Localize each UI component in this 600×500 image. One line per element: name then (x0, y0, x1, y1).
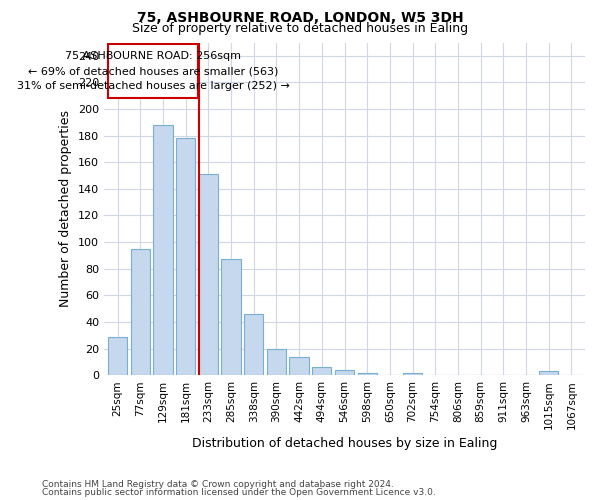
Text: 75, ASHBOURNE ROAD, LONDON, W5 3DH: 75, ASHBOURNE ROAD, LONDON, W5 3DH (137, 11, 463, 25)
Text: ← 69% of detached houses are smaller (563): ← 69% of detached houses are smaller (56… (28, 66, 278, 76)
Text: Contains HM Land Registry data © Crown copyright and database right 2024.: Contains HM Land Registry data © Crown c… (42, 480, 394, 489)
FancyBboxPatch shape (108, 44, 198, 98)
Text: Size of property relative to detached houses in Ealing: Size of property relative to detached ho… (132, 22, 468, 35)
Bar (335, 370, 354, 375)
X-axis label: Distribution of detached houses by size in Ealing: Distribution of detached houses by size … (192, 437, 497, 450)
Bar (221, 260, 241, 375)
Y-axis label: Number of detached properties: Number of detached properties (59, 110, 73, 308)
Bar (131, 249, 150, 375)
Bar (267, 348, 286, 375)
Text: Contains public sector information licensed under the Open Government Licence v3: Contains public sector information licen… (42, 488, 436, 497)
Text: 75 ASHBOURNE ROAD: 256sqm: 75 ASHBOURNE ROAD: 256sqm (65, 51, 241, 61)
Bar (176, 138, 196, 375)
Bar (403, 372, 422, 375)
Bar (154, 125, 173, 375)
Bar (358, 372, 377, 375)
Bar (539, 371, 559, 375)
Text: 31% of semi-detached houses are larger (252) →: 31% of semi-detached houses are larger (… (17, 82, 290, 92)
Bar (108, 336, 127, 375)
Bar (312, 367, 331, 375)
Bar (199, 174, 218, 375)
Bar (244, 314, 263, 375)
Bar (289, 356, 309, 375)
